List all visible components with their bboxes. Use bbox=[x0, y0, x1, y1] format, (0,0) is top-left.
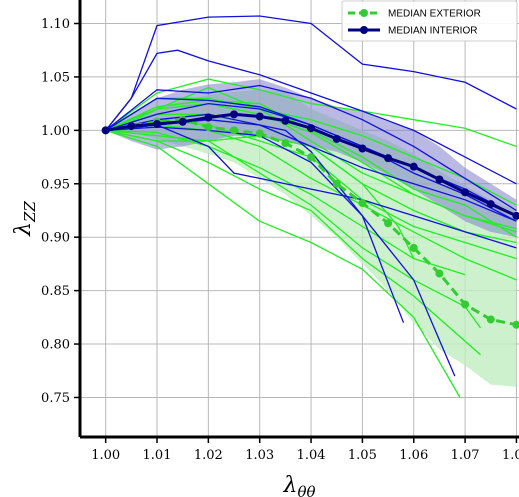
axes: 1.00 1.01 1.02 1.03 1.04 1.05 1.06 1.07 1.08 0.75… bbox=[11, 0, 519, 497]
y-tick-label: 0.85 bbox=[41, 284, 70, 299]
median-interior-point bbox=[153, 119, 162, 128]
x-tick-label: 1.03 bbox=[245, 448, 274, 463]
x-tick-label: 1.04 bbox=[297, 448, 326, 463]
median-exterior-point bbox=[255, 129, 264, 138]
median-interior-point bbox=[332, 134, 341, 143]
interior-curve bbox=[105, 124, 517, 249]
interior-curve bbox=[105, 126, 456, 377]
x-tick-label: 1.05 bbox=[348, 448, 377, 463]
median-interior-point bbox=[307, 124, 316, 133]
median-interior-point bbox=[435, 175, 444, 184]
median-interior-point bbox=[486, 200, 495, 209]
median-interior-point bbox=[384, 154, 393, 163]
legend-swatch-marker bbox=[360, 26, 368, 34]
x-tick-label: 1.07 bbox=[451, 448, 480, 463]
y-tick-label: 1.00 bbox=[41, 124, 70, 139]
median-exterior-point bbox=[230, 126, 239, 135]
x-tick-label: 1.01 bbox=[143, 448, 172, 463]
interior-curve bbox=[105, 15, 517, 131]
median-exterior-point bbox=[384, 219, 393, 228]
y-axis-label: λZZ bbox=[11, 201, 39, 237]
interior-curve bbox=[105, 84, 517, 212]
y-tick-label: 0.80 bbox=[41, 338, 70, 353]
x-tick-label: 1.08 bbox=[502, 448, 519, 463]
y-tick-label: 0.90 bbox=[41, 231, 70, 246]
legend: MEDIAN EXTERIOR MEDIAN INTERIOR bbox=[341, 0, 518, 42]
exterior-curve bbox=[105, 129, 466, 276]
median-exterior-point bbox=[332, 179, 341, 188]
median-interior-point bbox=[281, 116, 290, 125]
median-interior-point bbox=[178, 117, 187, 126]
x-tick-label: 1.06 bbox=[399, 448, 428, 463]
median-exterior-point bbox=[307, 153, 316, 162]
median-exterior-point bbox=[281, 139, 290, 148]
median-interior-point bbox=[101, 126, 110, 135]
median-interior-point bbox=[230, 110, 239, 119]
median-exterior-point bbox=[204, 123, 213, 132]
y-tick-label: 1.05 bbox=[41, 70, 70, 85]
exterior-curve bbox=[105, 86, 517, 230]
median-exterior-point bbox=[486, 315, 495, 324]
y-tick-label: 1.10 bbox=[41, 17, 70, 32]
legend-label: MEDIAN INTERIOR bbox=[388, 26, 477, 37]
median-interior-point bbox=[461, 188, 470, 197]
y-tick-label: 0.75 bbox=[41, 391, 70, 406]
median-exterior-point bbox=[512, 320, 519, 329]
x-axis-label: λθθ bbox=[282, 473, 315, 497]
exterior-curve bbox=[105, 124, 517, 281]
median-interior-point bbox=[127, 122, 136, 131]
interior-curve bbox=[105, 49, 517, 185]
exterior-curve bbox=[105, 78, 517, 148]
y-tick-label: 0.95 bbox=[41, 177, 70, 192]
median-exterior-point bbox=[461, 300, 470, 309]
median-interior-point bbox=[358, 144, 367, 153]
x-tick-label: 1.02 bbox=[194, 448, 223, 463]
legend-box bbox=[341, 0, 518, 42]
median-exterior-point bbox=[435, 269, 444, 278]
median-interior-point bbox=[255, 112, 264, 121]
median-series bbox=[101, 110, 519, 329]
exterior-curve bbox=[105, 97, 517, 206]
exterior-curve bbox=[105, 129, 481, 356]
median-interior-point bbox=[512, 211, 519, 220]
median-exterior-point bbox=[358, 199, 367, 208]
legend-swatch-marker bbox=[360, 9, 368, 17]
median-exterior-point bbox=[409, 243, 418, 252]
legend-label: MEDIAN EXTERIOR bbox=[388, 9, 481, 20]
individual-curves bbox=[105, 15, 517, 398]
median-interior-point bbox=[409, 162, 418, 171]
median-interior-point bbox=[204, 113, 213, 122]
exterior-curve bbox=[105, 129, 482, 329]
exterior-curve bbox=[105, 129, 461, 398]
x-tick-label: 1.00 bbox=[91, 448, 120, 463]
interior-curve bbox=[105, 113, 517, 222]
